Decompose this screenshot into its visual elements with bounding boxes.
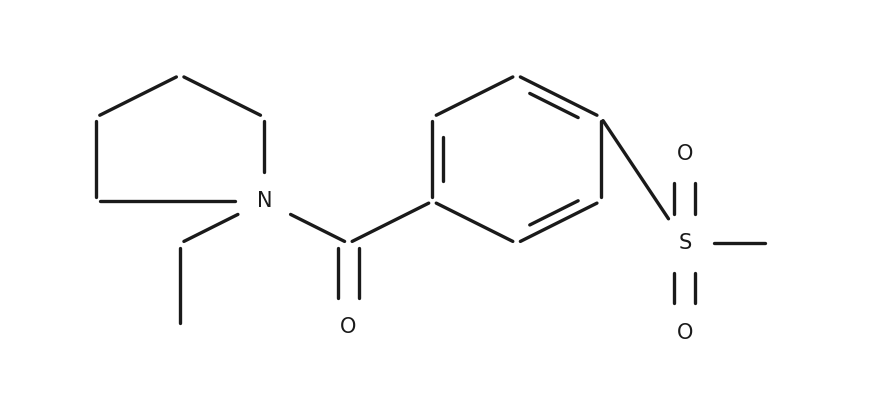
Text: N: N — [257, 191, 272, 211]
Text: O: O — [340, 318, 356, 337]
Text: O: O — [677, 323, 693, 343]
Text: O: O — [677, 144, 693, 164]
Text: S: S — [678, 233, 691, 253]
